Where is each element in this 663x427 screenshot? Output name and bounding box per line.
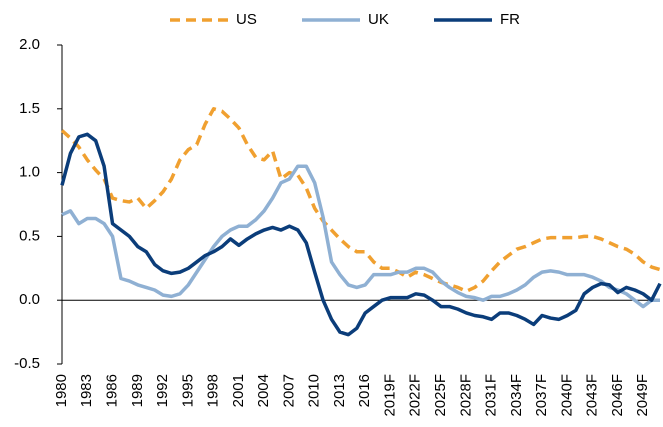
x-tick-label: 2034F — [508, 374, 525, 417]
x-tick-label: 2022F — [407, 374, 424, 417]
line-fr — [60, 132, 662, 337]
x-tick-label: 2040F — [558, 374, 575, 417]
x-tick-label: 1998 — [205, 374, 222, 407]
x-tick-label: 2013 — [331, 374, 348, 407]
y-tick-label: 1.5 — [19, 100, 40, 117]
y-tick-label: 1.0 — [19, 164, 40, 181]
x-tick-label: 2046F — [609, 374, 626, 417]
x-tick-label: 2031F — [483, 374, 500, 417]
line-us — [60, 107, 661, 294]
line-uk — [61, 164, 660, 309]
x-tick-label: 1992 — [154, 374, 171, 407]
x-tick-label: 2049F — [634, 374, 651, 417]
x-tick-label: 1983 — [78, 374, 95, 407]
x-tick-label: 2004 — [255, 374, 272, 407]
x-tick-label: 2010 — [306, 374, 323, 407]
y-tick-label: 0.0 — [19, 291, 40, 308]
x-tick-label: 1989 — [129, 374, 146, 407]
legend-label: FR — [500, 11, 520, 28]
x-tick-label: 1995 — [179, 374, 196, 407]
y-tick-label: 2.0 — [19, 36, 40, 53]
y-tick-label: -0.5 — [14, 355, 40, 372]
legend-label: US — [236, 11, 257, 28]
x-tick-label: 2007 — [280, 374, 297, 407]
y-tick-label: 0.5 — [19, 227, 40, 244]
x-tick-label: 1986 — [104, 374, 121, 407]
x-tick-label: 2043F — [584, 374, 601, 417]
x-tick-label: 2001 — [230, 374, 247, 407]
x-tick-label: 2019F — [381, 374, 398, 417]
x-tick-label: 2028F — [457, 374, 474, 417]
x-tick-label: 2025F — [432, 374, 449, 417]
x-tick-label: 1980 — [53, 374, 70, 407]
x-tick-label: 2016 — [356, 374, 373, 407]
legend-label: UK — [368, 11, 389, 28]
x-tick-label: 2037F — [533, 374, 550, 417]
